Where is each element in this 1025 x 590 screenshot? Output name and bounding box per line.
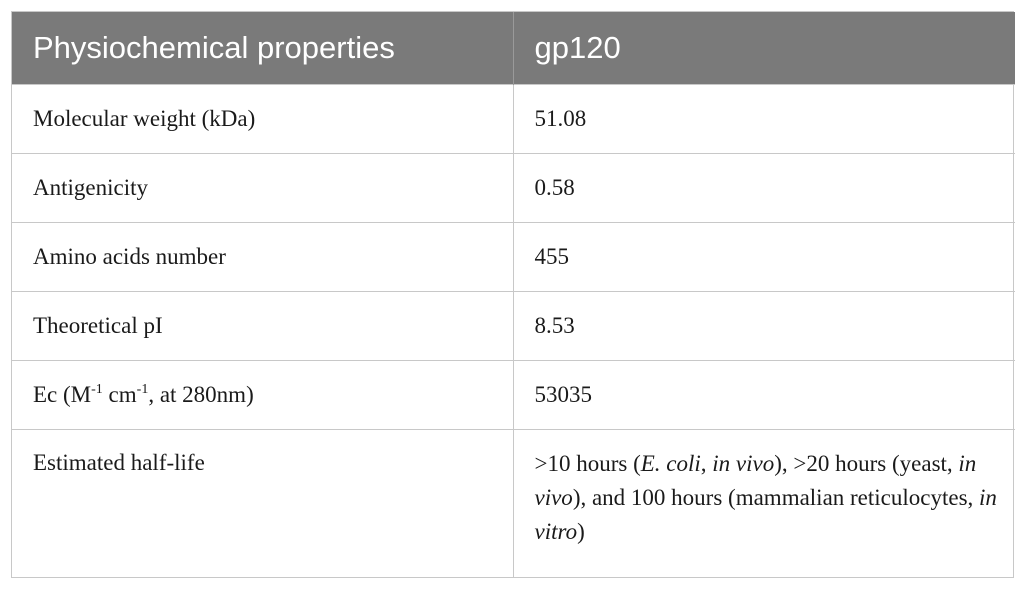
header-gp120: gp120 [512,12,1015,84]
table-row: Ec (M-1 cm-1, at 280nm) 53035 [12,359,1015,429]
table-row: Amino acids number 455 [12,221,1015,291]
table-row: Molecular weight (kDa) 51.08 [12,83,1015,153]
halflife-text-1: >10 hours ( [534,450,641,476]
value-cell: 8.53 [512,290,1015,360]
ec-label-c: , at 280nm) [148,381,254,407]
halflife-italic-3: in vivo [534,450,977,510]
properties-table-container: Physiochemical properties gp120 Molecula… [11,11,1015,578]
table-row: Estimated half-life >10 hours (E. coli, … [12,428,1015,577]
property-cell: Antigenicity [12,152,513,222]
table-row: Antigenicity 0.58 [12,152,1015,222]
halflife-text-5: ) [577,518,585,544]
property-cell: Ec (M-1 cm-1, at 280nm) [12,359,513,429]
halflife-text-4: ), and 100 hours (mammalian reticulocyte… [572,484,980,510]
header-property: Physiochemical properties [12,12,513,84]
halflife-text-2: , [700,450,713,476]
ec-label-a: Ec (M [33,381,92,407]
halflife-italic-4: in vitro [534,484,997,544]
ec-label-b: cm [102,381,137,407]
table-row: Theoretical pI 8.53 [12,290,1015,360]
properties-table: Physiochemical properties gp120 Molecula… [12,12,1015,577]
value-cell: 51.08 [512,83,1015,153]
halflife-italic-1: E. coli [640,450,701,476]
property-cell: Estimated half-life [12,428,513,577]
ec-label-sup2: -1 [136,381,149,397]
halflife-text-3: ), >20 hours (yeast, [774,450,959,476]
table-header-row: Physiochemical properties gp120 [12,12,1015,84]
property-cell: Amino acids number [12,221,513,291]
ec-label-sup1: -1 [91,381,103,397]
value-cell: >10 hours (E. coli, in vivo), >20 hours … [512,428,1015,577]
halflife-italic-2: in vivo [712,450,775,476]
property-cell: Molecular weight (kDa) [12,83,513,153]
value-cell: 0.58 [512,152,1015,222]
value-cell: 53035 [512,359,1015,429]
value-cell: 455 [512,221,1015,291]
property-cell: Theoretical pI [12,290,513,360]
